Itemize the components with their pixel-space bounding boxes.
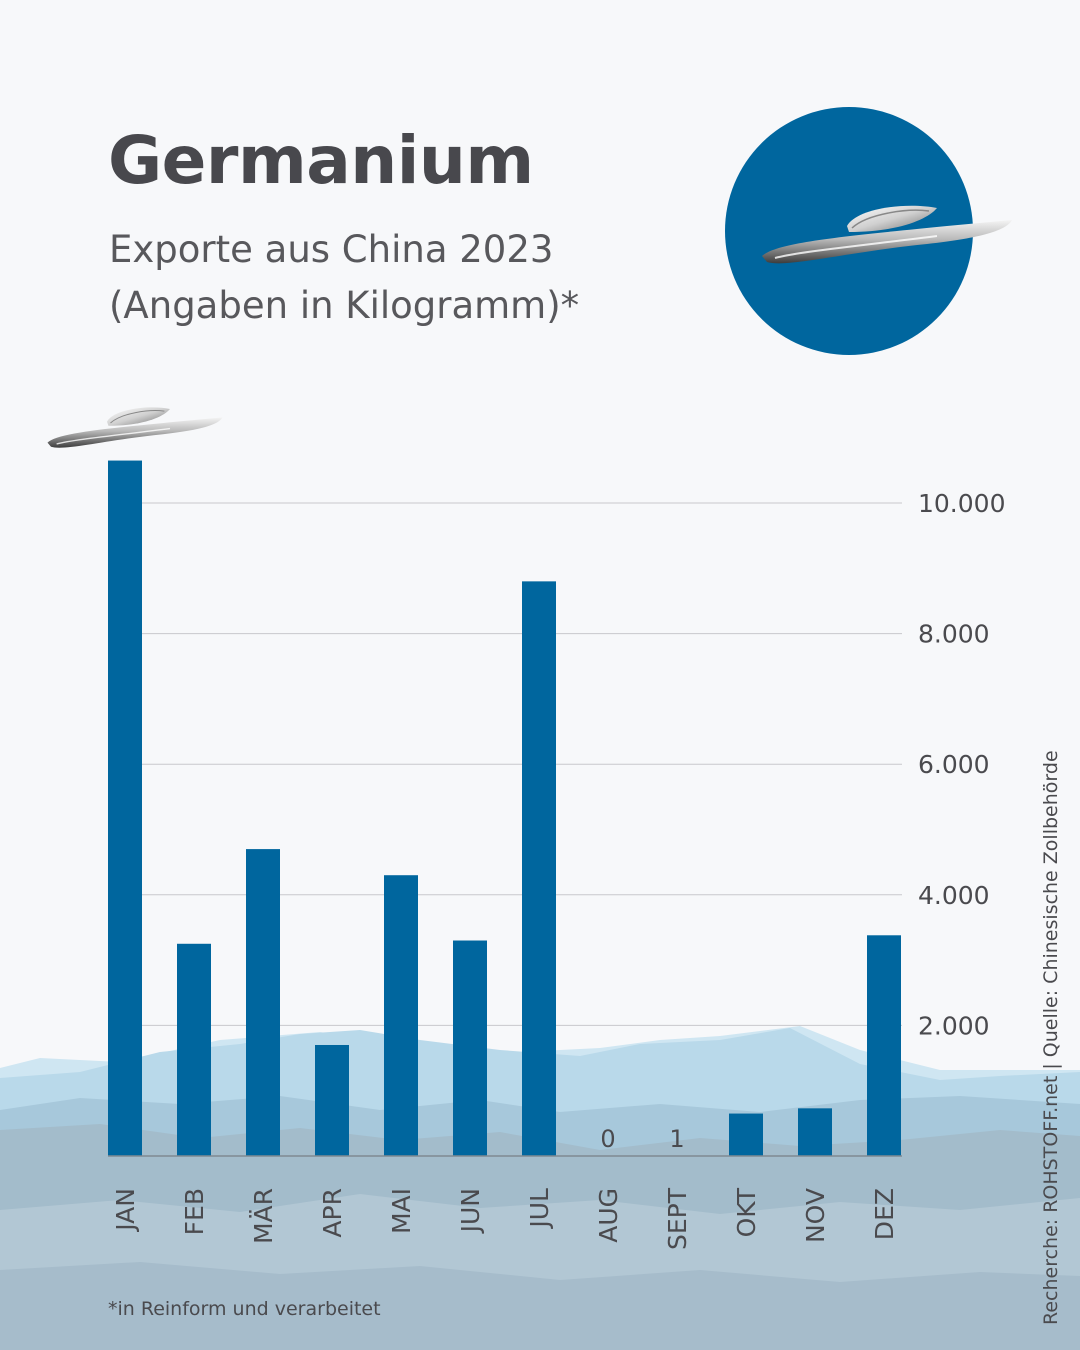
bar-jul — [522, 581, 556, 1156]
x-tick-label: JAN — [111, 1188, 140, 1233]
x-axis-labels: JAN FEB MÄR APR MAI JUN JUL AUG SEPT OKT NOV DEZ — [111, 1187, 899, 1250]
y-tick-label: 4.000 — [918, 881, 990, 910]
bar-dez — [867, 935, 901, 1156]
y-tick-label: 6.000 — [918, 750, 990, 779]
x-tick-label: NOV — [801, 1188, 830, 1243]
y-tick-label: 2.000 — [918, 1011, 990, 1040]
bar-jun — [453, 940, 487, 1156]
germanium-boat-icon — [46, 406, 224, 449]
bar-mär — [246, 849, 280, 1156]
x-tick-label: SEPT — [663, 1187, 692, 1250]
bar-nov — [798, 1108, 832, 1156]
page-title: Germanium — [108, 122, 534, 199]
x-tick-label: AUG — [594, 1188, 623, 1243]
x-tick-label: APR — [318, 1188, 347, 1238]
gridlines — [108, 502, 902, 1026]
subtitle-line-2: (Angaben in Kilogramm)* — [109, 284, 580, 327]
y-tick-label: 10.000 — [918, 489, 1005, 518]
bar-apr — [315, 1044, 349, 1156]
bar-feb — [177, 943, 211, 1156]
y-tick-label: 8.000 — [918, 620, 990, 649]
x-tick-label: FEB — [180, 1188, 209, 1235]
bar-series — [108, 460, 901, 1156]
x-tick-label: DEZ — [870, 1188, 899, 1240]
x-tick-label: JUL — [525, 1188, 554, 1230]
x-tick-label: OKT — [732, 1187, 761, 1237]
data-label: 0 — [600, 1125, 615, 1153]
x-tick-label: MAI — [387, 1188, 416, 1234]
subtitle-line-1: Exporte aus China 2023 — [109, 228, 554, 271]
germanium-badge — [725, 107, 1013, 355]
bar-jan — [108, 460, 142, 1156]
bar-mai — [384, 875, 418, 1156]
jan-bar-topper — [46, 406, 224, 449]
data-label: 1 — [669, 1125, 684, 1153]
footnote: *in Reinform und verarbeitet — [108, 1298, 381, 1320]
source-credit: Recherche: ROHSTOFF.net | Quelle: Chines… — [1040, 750, 1062, 1325]
bar-okt — [729, 1113, 763, 1156]
page-subtitle: Exporte aus China 2023 (Angaben in Kilog… — [109, 222, 579, 334]
y-axis-labels: 2.000 4.000 6.000 8.000 10.000 — [918, 489, 1005, 1040]
x-tick-label: MÄR — [249, 1188, 278, 1244]
x-tick-label: JUN — [456, 1188, 485, 1234]
